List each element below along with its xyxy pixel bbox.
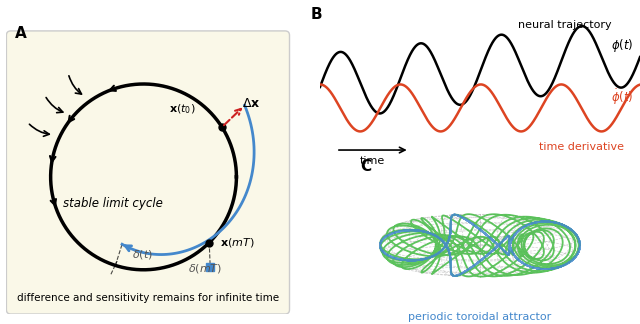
Text: A: A [15, 27, 27, 41]
Text: $\phi(t)$: $\phi(t)$ [611, 37, 634, 54]
Text: $\mathbf{x}(mT)$: $\mathbf{x}(mT)$ [220, 236, 255, 249]
Text: B: B [310, 7, 322, 22]
Text: $\delta(t)$: $\delta(t)$ [132, 248, 153, 261]
Text: $\delta(mT)$: $\delta(mT)$ [188, 262, 222, 275]
Text: $\Delta\mathbf{x}$: $\Delta\mathbf{x}$ [242, 98, 260, 110]
Text: difference and sensitivity remains for infinite time: difference and sensitivity remains for i… [17, 293, 279, 303]
Text: neural trajectory: neural trajectory [518, 20, 611, 30]
Text: $\mathbf{x}(t_0)$: $\mathbf{x}(t_0)$ [169, 103, 195, 117]
Text: time: time [360, 156, 385, 166]
Text: $\dot{\phi}(t)$: $\dot{\phi}(t)$ [611, 87, 634, 107]
Text: stable limit cycle: stable limit cycle [63, 197, 163, 210]
Text: time derivative: time derivative [539, 142, 624, 152]
FancyBboxPatch shape [6, 31, 289, 314]
Text: periodic toroidal attractor: periodic toroidal attractor [408, 312, 552, 322]
Text: C: C [360, 159, 372, 174]
